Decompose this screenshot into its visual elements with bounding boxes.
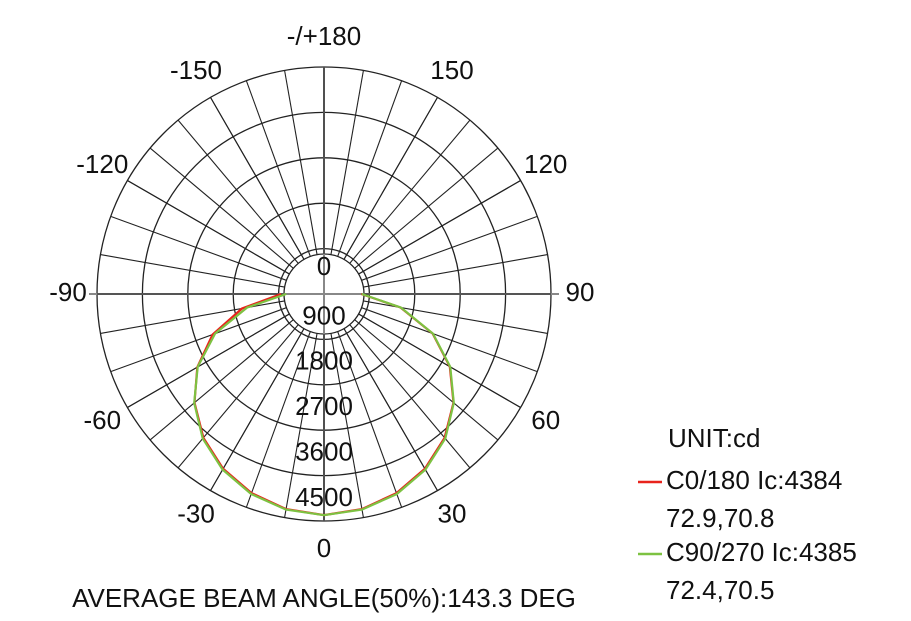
angle-grid-line — [127, 313, 290, 408]
minor-spoke — [361, 215, 538, 281]
angle-grid-line — [210, 97, 305, 260]
radial-tick-label: 3600 — [295, 436, 353, 466]
labels: 0 900 1800 2700 3600 4500 0 30 60 90 120 150 -/+180 -… — [49, 21, 594, 563]
minor-spoke — [349, 119, 471, 264]
angle-tick-label: -120 — [76, 149, 128, 179]
legend-label: C90/270 Ic:4385 — [666, 537, 857, 567]
radial-tick-label: 2700 — [295, 391, 353, 421]
minor-spoke — [330, 333, 364, 518]
angle-tick-label: 90 — [566, 277, 595, 307]
angle-tick-label: 60 — [531, 405, 560, 435]
angle-tick-label: 150 — [430, 55, 473, 85]
minor-spoke — [337, 331, 403, 508]
minor-spoke — [284, 333, 318, 518]
angle-grid-line — [127, 180, 290, 275]
radial-tick-label: 900 — [302, 300, 345, 330]
angle-grid-line — [343, 328, 438, 491]
plot-area — [193, 292, 455, 517]
angle-tick-label: 0 — [317, 533, 331, 563]
chart-note: AVERAGE BEAM ANGLE(50%):143.3 DEG — [72, 583, 576, 613]
minor-spoke — [354, 319, 499, 441]
angle-tick-label: -30 — [177, 499, 215, 529]
legend-beam: 72.4,70.5 — [666, 575, 774, 605]
angle-tick-label: -60 — [84, 405, 122, 435]
radial-tick-label: 1800 — [295, 346, 353, 376]
minor-spoke — [100, 254, 285, 288]
minor-spoke — [330, 70, 364, 255]
minor-spoke — [284, 70, 318, 255]
minor-spoke — [361, 307, 538, 373]
angle-grid-line — [343, 97, 438, 260]
angle-grid-line — [358, 180, 521, 275]
angle-tick-label: -/+180 — [287, 21, 361, 51]
minor-spoke — [245, 331, 311, 508]
minor-spoke — [149, 147, 294, 269]
legend-beam: 72.9,70.8 — [666, 503, 774, 533]
minor-spoke — [337, 80, 403, 257]
angle-tick-label: -90 — [49, 277, 87, 307]
minor-spoke — [354, 147, 499, 269]
series-line — [193, 292, 455, 517]
minor-spoke — [349, 324, 471, 469]
legend: C0/180 Ic:4384 72.9,70.8 C90/270 Ic:4385 72… — [638, 465, 857, 605]
angle-grid-line — [358, 313, 521, 408]
unit-label: UNIT:cd — [668, 423, 760, 453]
radial-tick-label: 4500 — [295, 482, 353, 512]
minor-spoke — [110, 307, 287, 373]
minor-spoke — [245, 80, 311, 257]
angle-grid-line — [210, 328, 305, 491]
legend-label: C0/180 Ic:4384 — [666, 465, 842, 495]
minor-spoke — [177, 119, 299, 264]
angle-tick-label: 30 — [438, 499, 467, 529]
minor-spoke — [177, 324, 299, 469]
grid — [89, 66, 559, 522]
minor-spoke — [110, 215, 287, 281]
minor-spoke — [149, 319, 294, 441]
angle-tick-label: 120 — [524, 149, 567, 179]
angle-tick-label: -150 — [170, 55, 222, 85]
radial-tick-label: 0 — [317, 251, 331, 281]
minor-spoke — [363, 254, 548, 288]
